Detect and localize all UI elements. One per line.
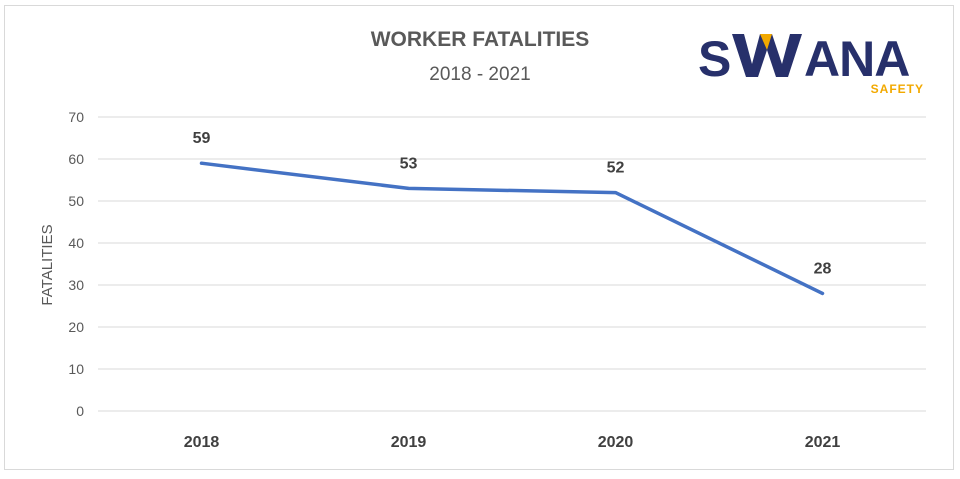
- x-tick-label: 2020: [598, 434, 634, 451]
- data-label: 53: [400, 155, 418, 172]
- swana-safety-logo: S ANA SAFETY: [698, 26, 928, 100]
- y-tick-label: 60: [68, 151, 84, 167]
- data-label: 52: [607, 160, 625, 177]
- logo-tagline: SAFETY: [870, 82, 924, 96]
- series-line: [199, 161, 825, 296]
- y-axis-ticks: 0 10 20 30 40 50 60 70: [68, 109, 84, 419]
- data-point: [407, 186, 410, 190]
- y-tick-label: 20: [68, 319, 84, 335]
- data-label: 28: [814, 260, 832, 277]
- data-point: [821, 291, 824, 295]
- series-layer: [199, 161, 825, 296]
- y-tick-label: 10: [68, 361, 84, 377]
- data-point: [614, 191, 617, 195]
- y-axis-label: FATALITIES: [39, 224, 56, 305]
- swana-logo-mark: S ANA: [698, 31, 910, 87]
- chart-subtitle: 2018 - 2021: [429, 64, 531, 85]
- data-labels: 59 53 52 28: [193, 130, 832, 277]
- y-tick-label: 40: [68, 235, 84, 251]
- y-tick-label: 30: [68, 277, 84, 293]
- y-tick-label: 70: [68, 109, 84, 125]
- x-tick-label: 2019: [391, 434, 427, 451]
- chart-title: WORKER FATALITIES: [370, 28, 590, 51]
- data-point: [200, 161, 203, 165]
- x-axis-ticks: 2018 2019 2020 2021: [184, 434, 841, 451]
- gridlines: [98, 116, 926, 412]
- data-label: 59: [193, 130, 211, 147]
- svg-text:ANA: ANA: [804, 31, 909, 87]
- x-tick-label: 2018: [184, 434, 220, 451]
- y-tick-label: 50: [68, 193, 84, 209]
- y-tick-label: 0: [76, 403, 84, 419]
- x-tick-label: 2021: [805, 434, 841, 451]
- svg-text:S: S: [698, 31, 730, 87]
- chart-frame: [4, 5, 954, 470]
